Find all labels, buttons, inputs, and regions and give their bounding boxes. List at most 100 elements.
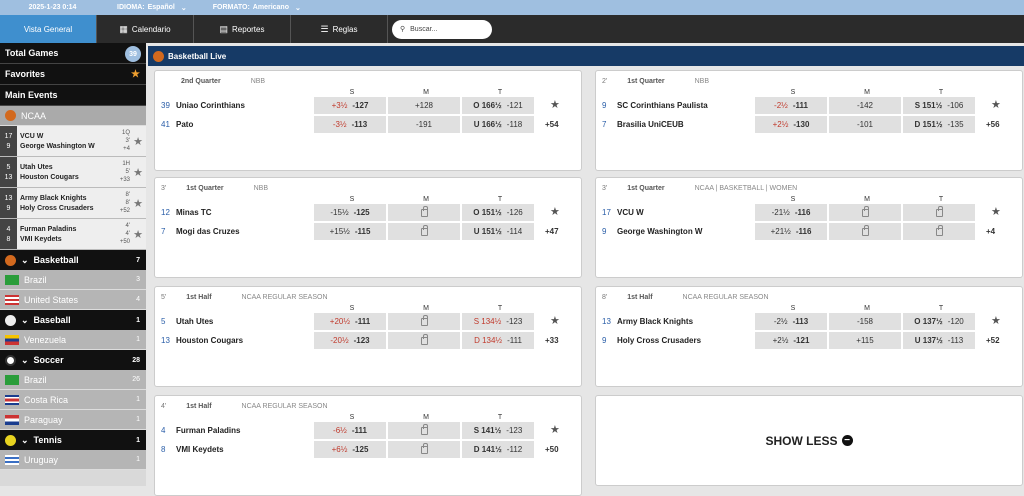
tab-calendario[interactable]: ▦ Calendario bbox=[97, 15, 194, 43]
score: 17 bbox=[4, 132, 13, 140]
sport-basketball[interactable]: ⌄ Basketball 7 bbox=[0, 250, 146, 270]
tab-reglas[interactable]: ☰ Reglas bbox=[291, 15, 388, 43]
total-odds[interactable]: O 137½ -120 bbox=[903, 313, 975, 330]
sport-baseball[interactable]: ⌄ Baseball 1 bbox=[0, 310, 146, 330]
sidebar-match[interactable]: 17 9 VCU W George Washington W 1Q 3' +4 ★ bbox=[0, 126, 146, 157]
more-markets-button[interactable]: +52 bbox=[986, 336, 1000, 345]
region-venezuela[interactable]: Venezuela 1 bbox=[0, 330, 146, 350]
format-select[interactable]: Americano bbox=[252, 4, 289, 11]
category-ncaa[interactable]: NCAA bbox=[0, 106, 146, 126]
sport-count: 1 bbox=[136, 316, 140, 324]
total-odds[interactable]: D 141½ -112 bbox=[462, 441, 534, 458]
more-markets-button[interactable]: +47 bbox=[545, 227, 559, 236]
moneyline-odds[interactable]: -142 bbox=[829, 97, 901, 114]
spread-odds[interactable]: -2½ -111 bbox=[755, 97, 827, 114]
total-odds[interactable]: O 166½ -121 bbox=[462, 97, 534, 114]
header-moneyline: M bbox=[423, 414, 429, 421]
chevron-down-icon: ⌄ bbox=[21, 254, 29, 265]
total-games[interactable]: Total Games 39 bbox=[0, 43, 146, 64]
moneyline-odds[interactable]: -158 bbox=[829, 313, 901, 330]
star-icon[interactable]: ★ bbox=[550, 424, 560, 436]
moneyline-odds[interactable]: +128 bbox=[388, 97, 460, 114]
spread-odds[interactable]: -3½ -113 bbox=[314, 116, 386, 133]
show-less-button[interactable]: SHOW LESS − bbox=[595, 395, 1023, 486]
spread-odds[interactable]: +20½ -111 bbox=[314, 313, 386, 330]
total-odds[interactable]: D 151½ -135 bbox=[903, 116, 975, 133]
more-markets-button[interactable]: +50 bbox=[545, 445, 559, 454]
spread-odds[interactable]: +15½ -115 bbox=[314, 223, 386, 240]
region-united-states[interactable]: United States 4 bbox=[0, 290, 146, 310]
star-icon[interactable]: ★ bbox=[991, 206, 1001, 218]
star-icon[interactable]: ★ bbox=[991, 99, 1001, 111]
total-odds[interactable]: O 151½ -126 bbox=[462, 204, 534, 221]
spread-odds[interactable]: -2½ -113 bbox=[755, 313, 827, 330]
search-input[interactable]: ⚲ Buscar... bbox=[392, 19, 492, 39]
total-odds[interactable]: S 141½ -123 bbox=[462, 422, 534, 439]
favorites[interactable]: Favorites ★ bbox=[0, 64, 146, 85]
chevron-down-icon[interactable]: ⌄ bbox=[180, 4, 187, 12]
game-minute: 8' bbox=[602, 294, 608, 301]
main-events[interactable]: Main Events bbox=[0, 85, 146, 106]
region-brazil[interactable]: Brazil 3 bbox=[0, 270, 146, 290]
spread-price: -116 bbox=[794, 208, 811, 217]
more-markets-button[interactable]: +56 bbox=[986, 120, 1000, 129]
total-odds[interactable]: D 134½ -111 bbox=[462, 332, 534, 349]
spread-odds[interactable]: -15½ -125 bbox=[314, 204, 386, 221]
tab-reportes[interactable]: ▤ Reportes bbox=[194, 15, 291, 43]
sidebar-match[interactable]: 4 8 Furman Paladins VMI Keydets 4' 4' +50 ★ bbox=[0, 219, 146, 250]
tab-label: Vista General bbox=[23, 24, 73, 34]
sidebar-match[interactable]: 13 9 Army Black Knights Holy Cross Crusader… bbox=[0, 188, 146, 219]
total-odds[interactable]: S 151½ -106 bbox=[903, 97, 975, 114]
region-brazil-soccer[interactable]: Brazil 26 bbox=[0, 370, 146, 390]
moneyline-price: -158 bbox=[856, 317, 873, 326]
region-count: 1 bbox=[136, 416, 140, 423]
total-price: -112 bbox=[506, 445, 523, 454]
star-icon[interactable]: ★ bbox=[133, 166, 143, 179]
total-odds[interactable]: U 151½ -114 bbox=[462, 223, 534, 240]
total-odds[interactable]: U 166½ -118 bbox=[462, 116, 534, 133]
total-odds[interactable]: U 137½ -113 bbox=[903, 332, 975, 349]
spread-odds[interactable]: -20½ -123 bbox=[314, 332, 386, 349]
sport-soccer[interactable]: ⌄ Soccer 28 bbox=[0, 350, 146, 370]
star-icon[interactable]: ★ bbox=[550, 99, 560, 111]
moneyline-odds[interactable]: -191 bbox=[388, 116, 460, 133]
chevron-down-icon[interactable]: ⌄ bbox=[294, 4, 301, 12]
more-markets-button[interactable]: +54 bbox=[545, 120, 559, 129]
star-icon[interactable]: ★ bbox=[133, 228, 143, 241]
spread-odds[interactable]: +3½ -127 bbox=[314, 97, 386, 114]
spread-odds[interactable]: +6½ -125 bbox=[314, 441, 386, 458]
calendar-icon: ▦ bbox=[119, 23, 128, 34]
tab-label: Calendario bbox=[131, 24, 171, 34]
region-uruguay[interactable]: Uruguay 1 bbox=[0, 450, 146, 470]
star-icon[interactable]: ★ bbox=[550, 206, 560, 218]
tab-label: Reportes bbox=[232, 24, 265, 34]
spread-odds[interactable]: +2½ -130 bbox=[755, 116, 827, 133]
sidebar-match[interactable]: 5 13 Utah Utes Houston Cougars 1H 5' +33 ★ bbox=[0, 157, 146, 188]
moneyline-odds[interactable]: -101 bbox=[829, 116, 901, 133]
tab-vista-general[interactable]: Vista General bbox=[0, 15, 97, 43]
total-line: D 151½ bbox=[914, 120, 943, 129]
game-minute: 2' bbox=[602, 78, 608, 85]
spread-price: -130 bbox=[793, 120, 810, 129]
moneyline-locked bbox=[829, 223, 901, 240]
spread-odds[interactable]: +2½ -121 bbox=[755, 332, 827, 349]
star-icon[interactable]: ★ bbox=[133, 197, 143, 210]
more-markets-button[interactable]: +33 bbox=[545, 336, 559, 345]
region-paraguay[interactable]: Paraguay 1 bbox=[0, 410, 146, 430]
total-price: -121 bbox=[506, 101, 523, 110]
sport-tennis[interactable]: ⌄ Tennis 1 bbox=[0, 430, 146, 450]
language-select[interactable]: Español bbox=[147, 4, 175, 11]
team-row: 17 VCU W -21½ -116 bbox=[602, 204, 977, 221]
spread-odds[interactable]: -21½ -116 bbox=[755, 204, 827, 221]
spread-line: +2½ bbox=[772, 336, 789, 345]
total-odds[interactable]: S 134½ -123 bbox=[462, 313, 534, 330]
spread-odds[interactable]: +21½ -116 bbox=[755, 223, 827, 240]
moneyline-odds[interactable]: +115 bbox=[829, 332, 901, 349]
star-icon[interactable]: ★ bbox=[133, 135, 143, 148]
star-icon[interactable]: ★ bbox=[991, 315, 1001, 327]
star-icon[interactable]: ★ bbox=[550, 315, 560, 327]
more-markets-button[interactable]: +4 bbox=[986, 227, 996, 236]
region-costa-rica[interactable]: Costa Rica 1 bbox=[0, 390, 146, 410]
spread-odds[interactable]: -6½ -111 bbox=[314, 422, 386, 439]
